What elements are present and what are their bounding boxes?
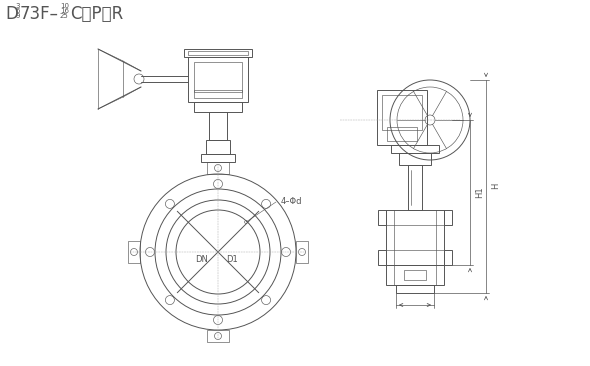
Text: 3: 3 [15, 3, 19, 9]
Text: C、P、R: C、P、R [70, 5, 123, 23]
Bar [396, 285, 434, 293]
Bar [188, 57, 248, 102]
Bar [387, 127, 417, 141]
Bar [391, 145, 439, 153]
Bar [408, 165, 422, 210]
Bar [188, 51, 248, 55]
Text: 73F–: 73F– [20, 5, 59, 23]
Text: DN: DN [195, 255, 208, 265]
Bar [444, 210, 452, 225]
Bar [399, 153, 431, 165]
Text: D: D [5, 5, 18, 23]
Text: H1: H1 [475, 186, 484, 198]
Bar [206, 140, 230, 154]
Bar [194, 102, 242, 112]
Text: 10: 10 [60, 3, 69, 9]
Bar [444, 250, 452, 265]
Text: 25: 25 [60, 13, 69, 19]
Bar [386, 265, 444, 285]
Bar [201, 154, 235, 162]
Bar [207, 330, 229, 342]
Bar [386, 210, 444, 265]
Bar [377, 90, 427, 145]
Bar [194, 62, 242, 92]
Bar [404, 270, 426, 280]
Text: H: H [491, 183, 500, 189]
Bar [194, 90, 242, 98]
Bar [378, 250, 386, 265]
Text: 16: 16 [60, 8, 69, 14]
Text: 4–Φd: 4–Φd [281, 198, 303, 206]
Bar [296, 241, 308, 263]
Bar [184, 49, 252, 57]
Bar [207, 162, 229, 174]
Bar [378, 210, 386, 225]
Text: D1: D1 [226, 255, 238, 265]
Text: 6: 6 [15, 8, 19, 14]
Bar [128, 241, 140, 263]
Text: 9: 9 [15, 13, 19, 19]
Bar [209, 112, 227, 140]
Bar [382, 95, 422, 130]
